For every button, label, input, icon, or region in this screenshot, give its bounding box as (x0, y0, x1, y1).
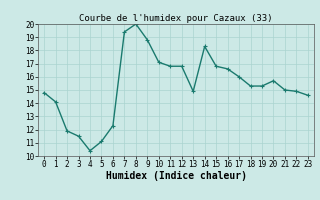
Title: Courbe de l'humidex pour Cazaux (33): Courbe de l'humidex pour Cazaux (33) (79, 14, 273, 23)
X-axis label: Humidex (Indice chaleur): Humidex (Indice chaleur) (106, 171, 246, 181)
